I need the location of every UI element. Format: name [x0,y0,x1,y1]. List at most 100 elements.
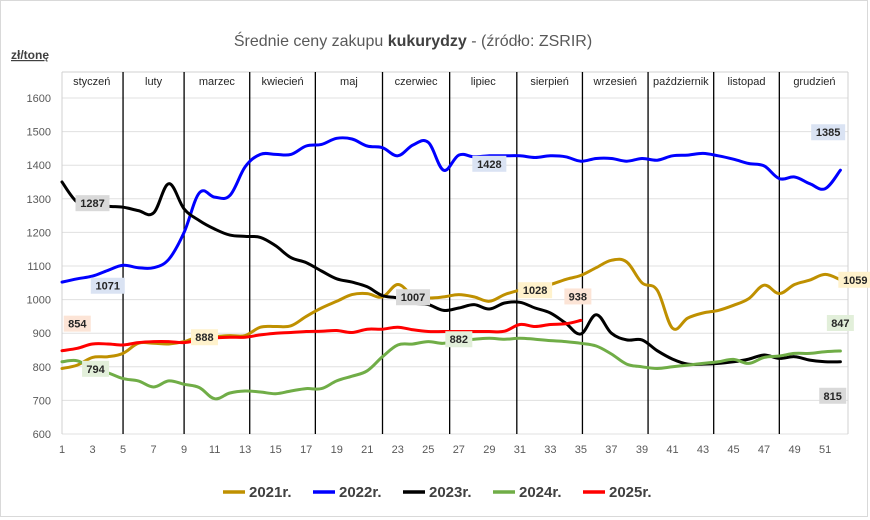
chart-title-part: Średnie ceny zakupu [234,31,388,50]
data-label-text: 854 [68,319,87,331]
legend-item: 2021r. [223,484,292,501]
legend: 2021r. 2022r. 2023r. 2024r. 2025r. [223,484,652,501]
data-label: 1287 [75,195,110,212]
series-line-2022 [60,136,842,284]
x-tick-label: 11 [209,444,220,456]
y-tick-label: 700 [33,395,51,407]
data-label-bg [90,277,125,294]
data-labels: 888 1028 1059 1071 1428 1385 1287 1007 815 794 882… [63,124,870,404]
x-tick-label: 19 [331,444,343,456]
x-tick-label: 43 [697,444,709,456]
month-label: wrzesień [593,76,637,88]
data-label: 938 [564,288,592,305]
data-label-text: 888 [195,332,213,344]
x-tick-label: 37 [605,444,617,456]
data-label: 1071 [90,277,125,294]
y-tick-label: 1100 [27,261,51,273]
x-tick-label: 29 [483,444,495,456]
y-tick-label: 1200 [27,227,51,239]
legend-item: 2024r. [493,484,562,501]
x-tick-label: 27 [453,444,465,456]
data-label-text: 847 [831,318,849,330]
x-tick-label: 17 [300,444,312,456]
data-label-text: 938 [569,291,587,303]
x-tick-label: 7 [151,444,157,456]
month-label: marzec [199,76,236,88]
x-axis-ticks: 1 3 5 7 9 11 13 15 17 19 21 23 25 27 29 31 33 35 37 39 41 43 4… [59,444,831,456]
data-label: 882 [445,331,473,348]
data-label-bg [819,387,847,404]
data-label-text: 1007 [401,292,425,304]
month-label: październik [653,76,709,88]
month-label: listopad [728,76,766,88]
month-label: maj [340,76,358,88]
data-label-bg [190,329,218,346]
x-tick-label: 21 [361,444,373,456]
month-label: lipiec [471,76,497,88]
legend-label: 2025r. [609,484,652,501]
x-tick-label: 9 [181,444,187,456]
chart-title-part: - (źródło: ZSRIR) [467,33,592,50]
legend-item: 2023r. [403,484,472,501]
x-tick-label: 35 [575,444,587,456]
data-label: 1007 [396,289,431,306]
data-label-bg [564,288,592,305]
data-label: 1028 [518,282,553,299]
y-tick-label: 1400 [27,160,51,172]
data-label: 815 [819,387,847,404]
y-tick-label: 1500 [27,127,51,139]
legend-label: 2023r. [429,484,472,501]
data-label-bg [811,124,846,141]
data-label-text: 794 [86,364,105,376]
series-line-2025 [60,318,583,353]
y-tick-label: 600 [33,429,51,441]
x-tick-label: 23 [392,444,404,456]
y-tick-label: 900 [33,328,51,340]
data-label-bg [472,155,507,172]
month-label: czerwiec [395,76,438,88]
legend-label: 2022r. [339,484,382,501]
x-tick-label: 1 [59,444,65,456]
x-tick-label: 13 [239,444,251,456]
series-line-2024 [60,336,842,401]
data-label: 888 [190,329,218,346]
data-label-text: 1428 [477,159,501,171]
x-tick-label: 25 [422,444,434,456]
data-label-text: 1287 [80,198,104,210]
chart-title: Średnie ceny zakupu kukurydzy - (źródło:… [234,31,592,50]
data-label: 1385 [811,124,846,141]
data-label-bg [518,282,553,299]
data-label-bg [82,360,110,377]
x-tick-label: 45 [727,444,739,456]
data-label-text: 1059 [843,275,867,287]
x-tick-label: 49 [788,444,800,456]
month-label: kwiecień [261,76,303,88]
data-label: 1428 [472,155,507,172]
x-tick-label: 47 [758,444,770,456]
data-label: 854 [63,315,91,332]
month-label: sierpień [530,76,569,88]
legend-label: 2021r. [249,484,292,501]
y-axis-unit-label: zł/tonę [11,48,49,62]
y-tick-label: 1000 [27,295,51,307]
month-dividers [122,72,780,434]
data-label-text: 1028 [523,285,547,297]
data-label-text: 1071 [96,281,120,293]
y-tick-label: 1300 [27,194,51,206]
legend-label: 2024r. [519,484,562,501]
y-axis-ticks: 600 700 800 900 1000 1100 1200 1300 1400 1500 1600 [27,93,51,441]
x-tick-label: 31 [514,444,526,456]
data-label-bg [445,331,473,348]
data-label-text: 1385 [816,127,840,139]
month-labels: styczeń luty marzec kwiecień maj czerwiec lipi… [73,76,835,88]
chart-title-part: kukurydzy [388,33,467,50]
month-label: luty [145,76,163,88]
data-label: 1059 [838,271,870,288]
y-tick-label: 800 [33,362,51,374]
x-tick-label: 5 [120,444,126,456]
x-tick-label: 3 [89,444,95,456]
x-tick-label: 15 [270,444,282,456]
data-label-bg [75,195,110,212]
